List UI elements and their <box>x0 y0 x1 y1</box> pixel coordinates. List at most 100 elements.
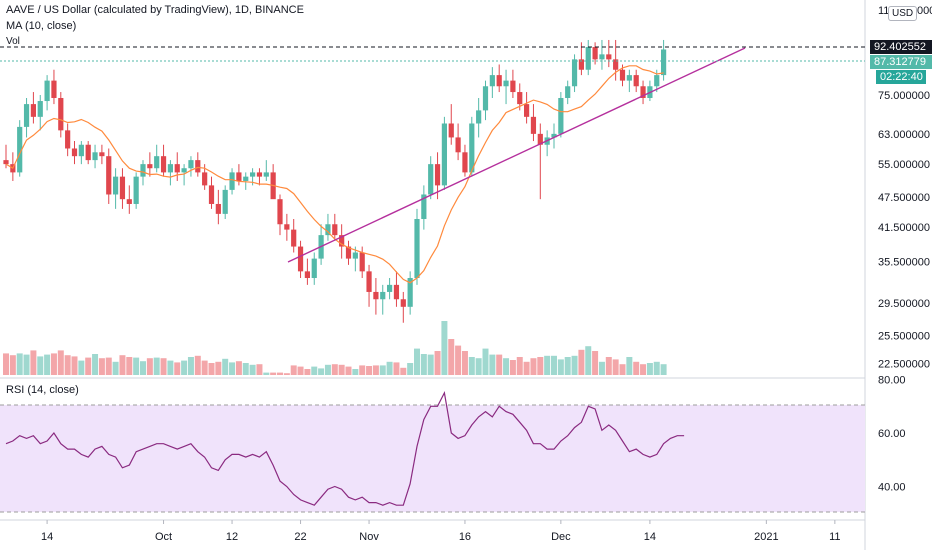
candle <box>92 144 98 169</box>
candle <box>503 69 509 105</box>
time-axis[interactable]: 14 Oct 12 22 Nov 16 Dec 14 2021 11 <box>41 520 841 543</box>
candle-body <box>373 291 379 300</box>
candle-body <box>17 126 23 173</box>
candle-body <box>291 229 297 247</box>
candle <box>496 64 502 93</box>
candle-body <box>626 75 632 81</box>
volume-bar <box>503 358 510 375</box>
rsi-legend[interactable]: RSI (14, close) <box>6 384 79 396</box>
volume-bar <box>263 372 270 375</box>
volume-bar <box>304 369 311 375</box>
candle <box>318 224 324 265</box>
candle-body <box>188 160 194 169</box>
candle <box>571 54 578 93</box>
candle-body <box>345 246 352 259</box>
volume-bar <box>523 361 530 375</box>
volume-bar <box>448 339 455 375</box>
candle-body <box>421 194 427 220</box>
rsi-axis[interactable]: 80.00 60.00 40.00 <box>878 375 906 494</box>
vol-legend[interactable]: Vol <box>6 36 20 47</box>
volume-bar <box>92 354 99 375</box>
volume-bar <box>509 360 516 375</box>
volume-bar <box>557 359 564 375</box>
candle-body <box>592 47 598 60</box>
candle-body <box>23 104 30 127</box>
volume-bar <box>119 355 126 375</box>
price-tick-label: 75.000000 <box>878 90 930 102</box>
volume-bar <box>407 363 414 375</box>
candles <box>3 39 667 323</box>
candle <box>387 278 393 300</box>
candle <box>147 152 153 177</box>
volume-bar <box>633 361 640 375</box>
candle <box>51 69 57 105</box>
candle-body <box>277 199 283 225</box>
volume-bar <box>475 358 482 375</box>
candle <box>78 141 84 165</box>
volume-bar <box>126 357 133 375</box>
volume-bar <box>551 355 557 375</box>
volume-bar <box>544 355 551 375</box>
candle <box>304 258 310 285</box>
candle-body <box>558 97 564 134</box>
volume-bar <box>461 351 468 375</box>
candle <box>99 144 105 165</box>
candle <box>58 92 64 138</box>
candle-body <box>619 69 626 81</box>
candle-body <box>332 224 338 236</box>
volume-bar <box>372 365 379 375</box>
candle-body <box>229 172 235 190</box>
candle-body <box>530 116 537 134</box>
candle-body <box>99 152 105 157</box>
candle-body <box>387 284 393 292</box>
candle-body <box>304 271 310 279</box>
volume-bar <box>489 354 496 375</box>
candle-body <box>44 80 50 102</box>
candle-body <box>599 54 605 60</box>
candle-body <box>366 271 372 292</box>
candle <box>181 164 187 186</box>
candle-body <box>263 172 269 177</box>
volume-bar <box>277 372 283 375</box>
volume-bar <box>208 363 215 375</box>
currency-badge[interactable]: USD <box>888 6 918 21</box>
volume-bar <box>297 366 304 375</box>
candle-body <box>565 86 571 98</box>
trendline[interactable] <box>287 47 746 263</box>
candle <box>551 123 557 149</box>
volume-bar <box>646 363 653 375</box>
candle <box>647 80 653 102</box>
candle-body <box>633 75 639 87</box>
volume-bar <box>592 351 599 375</box>
candle <box>71 141 78 165</box>
candle <box>544 130 550 157</box>
candle-body <box>428 164 434 195</box>
volume-bar <box>345 366 352 375</box>
candle-body <box>476 110 482 124</box>
volume-bar <box>105 357 112 375</box>
candle-body <box>469 123 475 173</box>
candle <box>325 213 331 241</box>
ma-legend[interactable]: MA (10, close) <box>6 20 77 32</box>
candle-body <box>359 252 365 272</box>
candle-body <box>352 252 358 259</box>
candle-body <box>3 160 9 165</box>
volume-bars <box>3 321 667 375</box>
volume-bar <box>44 354 51 375</box>
candle-body <box>243 176 249 181</box>
candle-body <box>160 156 167 173</box>
candle-body <box>640 86 646 98</box>
volume-bar <box>167 360 174 375</box>
candle <box>126 185 132 214</box>
candle <box>599 39 605 70</box>
volume-bar <box>427 354 434 375</box>
candle-body <box>613 59 619 70</box>
time-tick-label: Dec <box>551 531 571 543</box>
volume-bar <box>352 369 359 375</box>
candle <box>270 164 276 200</box>
time-tick-label: Oct <box>155 531 172 543</box>
volume-bar <box>414 348 420 375</box>
candle <box>345 240 352 265</box>
volume-bar <box>71 356 78 375</box>
